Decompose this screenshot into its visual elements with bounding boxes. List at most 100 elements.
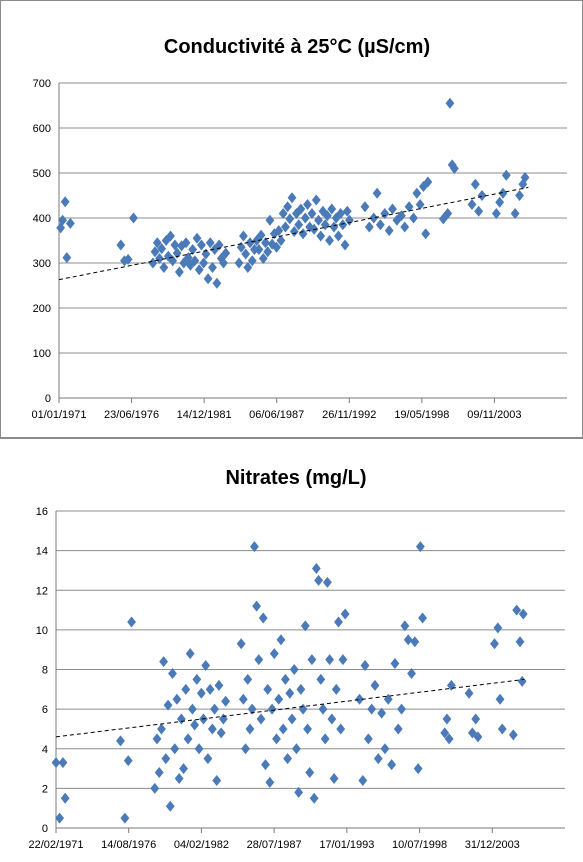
conductivity-data-point: [404, 201, 414, 213]
conductivity-x-tick-label: 19/05/1998: [394, 409, 449, 421]
conductivity-data-point: [296, 203, 306, 215]
conductivity-data-point: [157, 243, 167, 255]
nitrates-y-tick-label: 8: [42, 665, 48, 677]
nitrates-data-point: [176, 713, 186, 725]
nitrates-data-point: [467, 727, 477, 739]
nitrates-data-point: [174, 772, 184, 784]
conductivity-data-point: [221, 247, 231, 259]
conductivity-data-point: [174, 266, 184, 278]
nitrates-data-point: [236, 638, 246, 650]
nitrates-data-point: [185, 648, 195, 660]
nitrates-data-point: [269, 648, 279, 660]
conductivity-y-tick-label: 600: [33, 123, 51, 135]
conductivity-x-tick-label: 09/11/2003: [467, 409, 521, 421]
nitrates-x-tick-label: 14/08/1976: [101, 839, 156, 851]
nitrates-data-point: [440, 727, 450, 739]
conductivity-data-point: [498, 187, 508, 199]
conductivity-y-tick-label: 0: [45, 393, 51, 405]
conductivity-data-point: [252, 235, 262, 246]
nitrates-data-point: [285, 687, 295, 699]
nitrates-data-point: [218, 713, 228, 725]
nitrates-data-point: [165, 800, 175, 812]
nitrates-data-point: [55, 812, 64, 824]
conductivity-data-point: [166, 230, 175, 242]
nitrates-data-point: [216, 727, 226, 739]
nitrates-plot-area: 0 2 4 6 8 10 12 14 16 22/02/1971 14/08/1976 04/02/1…: [28, 506, 565, 851]
nitrates-data-point: [387, 759, 397, 771]
nitrates-data-point: [170, 743, 180, 755]
conductivity-data-point: [250, 244, 259, 255]
conductivity-data-point: [60, 196, 70, 208]
conductivity-data-point: [254, 244, 264, 255]
conductivity-data-point: [380, 208, 390, 219]
conductivity-data-point: [199, 257, 209, 269]
conductivity-data-point: [388, 203, 397, 215]
nitrates-data-point: [287, 713, 297, 725]
nitrates-data-point: [163, 699, 173, 711]
nitrates-data-point: [292, 743, 301, 755]
conductivity-data-point: [336, 208, 346, 219]
conductivity-data-point: [256, 229, 266, 241]
conductivity-y-tick-label: 500: [33, 168, 51, 180]
conductivity-data-point: [340, 239, 350, 251]
nitrates-data-point: [497, 723, 507, 735]
conductivity-data-point: [298, 228, 308, 240]
nitrates-x-tick-label: 31/12/2003: [465, 839, 520, 851]
nitrates-data-point: [210, 703, 219, 715]
nitrates-data-point: [323, 576, 332, 588]
conductivity-plot-area: 0 100 200 300 400 500 600 700 01/01/1971 23/06/19…: [31, 78, 567, 421]
nitrates-data-point: [274, 693, 284, 705]
nitrates-trendline: [55, 678, 525, 738]
conductivity-y-tick-label: 700: [33, 78, 51, 90]
nitrates-y-tick-label: 16: [36, 506, 48, 518]
nitrates-data-point: [407, 667, 416, 679]
nitrates-data-point: [327, 713, 337, 725]
conductivity-data-point: [334, 230, 343, 242]
nitrates-data-point: [150, 782, 160, 794]
nitrates-data-point: [410, 636, 420, 648]
conductivity-data-point: [243, 262, 253, 273]
nitrates-data-point: [444, 733, 454, 745]
nitrates-data-point: [515, 636, 525, 648]
conductivity-data-point: [62, 252, 72, 264]
conductivity-x-tick-label: 14/12/1981: [177, 409, 232, 421]
nitrates-chart-title: Nitrates (mg/L): [225, 467, 366, 489]
nitrates-data-point: [190, 719, 200, 731]
conductivity-data-point: [276, 235, 286, 246]
conductivity-x-tick-label: 01/01/1971: [31, 409, 86, 421]
conductivity-data-point: [116, 239, 126, 251]
nitrates-data-point: [58, 757, 68, 769]
conductivity-data-point: [177, 240, 186, 252]
conductivity-data-point: [197, 239, 206, 251]
nitrates-data-point: [367, 703, 377, 715]
conductivity-data-point: [400, 221, 410, 233]
conductivity-data-point: [305, 221, 315, 233]
conductivity-data-point: [409, 212, 418, 224]
nitrates-chart-panel: Nitrates (mg/L) 0 2 4 6 8 10 12 14 16 22/02/1971 1…: [0, 438, 583, 861]
nitrates-x-tick-label: 04/02/1982: [174, 839, 229, 851]
nitrates-data-point: [329, 772, 339, 784]
conductivity-data-point: [120, 255, 129, 267]
nitrates-data-point: [397, 703, 406, 715]
nitrates-data-point: [278, 723, 288, 735]
nitrates-data-point: [263, 683, 273, 695]
conductivity-data-point: [384, 225, 394, 237]
nitrates-data-point: [338, 654, 348, 666]
conductivity-data-point: [129, 212, 138, 224]
nitrates-x-tick-label: 17/01/1993: [319, 839, 374, 851]
nitrates-data-point: [203, 753, 213, 765]
conductivity-data-point: [311, 194, 321, 206]
conductivity-data-point: [510, 208, 520, 219]
nitrates-data-point: [490, 638, 499, 650]
nitrates-data-point: [471, 713, 481, 725]
conductivity-data-point: [474, 205, 484, 217]
conductivity-data-point: [272, 241, 281, 253]
nitrates-data-point: [250, 541, 259, 553]
nitrates-data-point: [390, 658, 400, 670]
conductivity-data-point: [289, 226, 299, 237]
nitrates-data-point: [331, 683, 341, 695]
conductivity-data-point: [364, 221, 374, 233]
conductivity-data-point: [495, 196, 505, 208]
nitrates-data-point: [336, 723, 346, 735]
conductivity-data-point: [245, 237, 255, 249]
